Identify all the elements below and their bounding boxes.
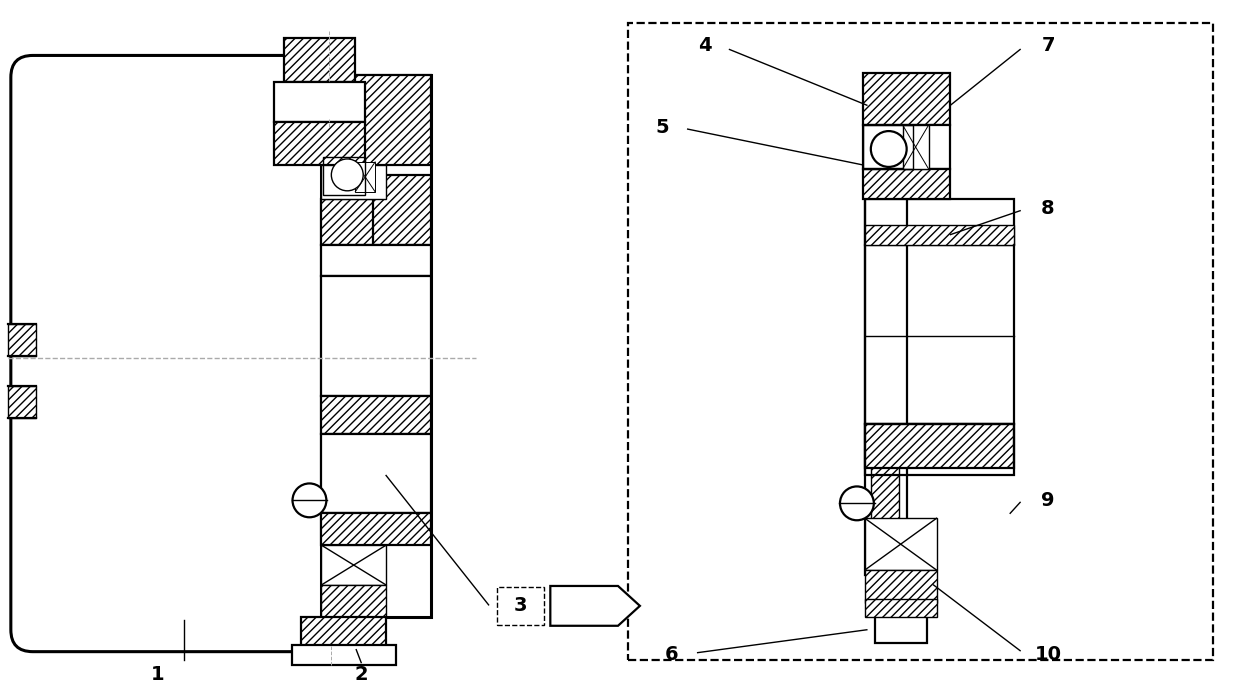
Bar — [321, 76, 431, 165]
Text: 3: 3 — [514, 596, 528, 616]
Bar — [862, 169, 950, 199]
Bar — [321, 76, 431, 617]
Bar — [291, 644, 396, 664]
Circle shape — [871, 131, 907, 167]
Bar — [628, 23, 1213, 660]
Bar — [7, 386, 36, 418]
Text: 5: 5 — [655, 117, 669, 137]
Text: 10: 10 — [1035, 645, 1062, 664]
Circle shape — [331, 159, 363, 191]
Text: 1: 1 — [150, 665, 164, 684]
Bar — [321, 513, 431, 545]
Text: 2: 2 — [354, 665, 368, 684]
FancyArrow shape — [550, 586, 639, 626]
Bar — [862, 125, 913, 169]
Bar — [865, 599, 937, 617]
Bar — [903, 125, 928, 169]
Bar — [865, 245, 1015, 424]
Bar — [865, 105, 907, 575]
Bar — [321, 545, 387, 585]
Circle shape — [840, 486, 873, 520]
Bar — [321, 433, 431, 513]
Bar — [373, 175, 431, 245]
Bar — [321, 245, 431, 276]
Bar — [862, 125, 950, 169]
Bar — [7, 324, 36, 356]
Text: 8: 8 — [1041, 199, 1054, 218]
Text: 7: 7 — [1041, 36, 1054, 55]
FancyBboxPatch shape — [11, 56, 348, 652]
Text: 4: 4 — [698, 36, 711, 55]
Bar — [321, 165, 387, 199]
Bar — [301, 617, 387, 646]
Bar — [284, 38, 356, 82]
Bar — [865, 225, 1015, 245]
Bar — [274, 82, 366, 122]
Bar — [321, 396, 431, 433]
Bar — [497, 587, 544, 624]
Bar — [321, 199, 387, 245]
Bar — [321, 585, 387, 617]
Bar — [274, 122, 366, 165]
Bar — [862, 74, 950, 125]
Text: 6: 6 — [665, 645, 679, 664]
Bar — [865, 424, 1015, 468]
Bar — [865, 424, 1015, 475]
Bar — [865, 518, 937, 570]
Circle shape — [292, 484, 326, 517]
Bar — [323, 157, 366, 195]
Text: 9: 9 — [1041, 491, 1054, 510]
Bar — [875, 603, 927, 643]
Bar — [356, 162, 375, 192]
Bar — [865, 199, 1015, 245]
Bar — [865, 570, 937, 603]
Bar — [321, 276, 431, 396]
Bar — [871, 107, 898, 573]
